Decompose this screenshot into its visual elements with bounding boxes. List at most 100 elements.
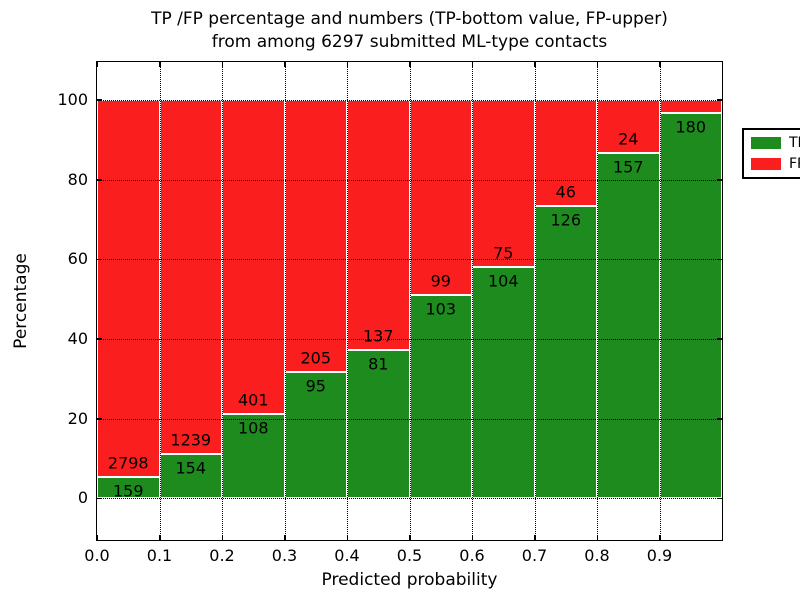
fp-value-label: 99: [430, 271, 451, 291]
x-gridline: [534, 62, 536, 540]
tp-value-label: 103: [425, 299, 457, 319]
y-tick-label: 20: [67, 408, 88, 428]
tp-value-label: 180: [675, 117, 707, 137]
y-tick-right: [717, 418, 722, 420]
tp-bar-segment: [159, 454, 222, 499]
x-tick-label: 0.6: [459, 546, 485, 565]
tp-value-label: 81: [368, 354, 389, 374]
tp-bar-segment: [472, 266, 535, 499]
tp-bar-segment: [409, 295, 472, 499]
tp-bar-segment: [534, 206, 597, 499]
x-tick-bottom: [409, 535, 411, 540]
fp-bar-segment: [284, 99, 347, 373]
y-tick-right: [717, 338, 722, 340]
x-tick-label: 0.8: [584, 546, 610, 565]
y-tick-left: [97, 179, 102, 181]
x-tick-top: [221, 62, 223, 67]
x-tick-label: 0.5: [396, 546, 423, 565]
x-tick-label: 0.0: [84, 546, 110, 565]
tp-swatch-icon: [751, 137, 781, 149]
x-axis-label: Predicted probability: [321, 570, 498, 590]
fp-value-label: 401: [237, 390, 269, 410]
x-tick-label: 0.7: [521, 546, 548, 565]
tp-bar-segment: [284, 372, 347, 499]
y-tick-right: [717, 258, 722, 261]
fp-bar-segment: [159, 99, 222, 455]
y-tick-label: 0: [77, 488, 88, 508]
fp-value-label: 46: [555, 182, 576, 202]
x-tick-label: 0.4: [334, 546, 360, 565]
y-axis-label: Percentage: [11, 253, 31, 349]
y-tick-right: [717, 99, 722, 101]
x-tick-top: [284, 62, 286, 67]
y-tick-label: 40: [67, 328, 88, 348]
fp-value-label: 137: [362, 326, 394, 346]
x-gridline: [659, 62, 661, 540]
x-tick-bottom: [221, 535, 223, 540]
x-tick-bottom: [534, 535, 536, 540]
x-tick-top: [659, 62, 661, 67]
fp-value-label: 1239: [170, 430, 212, 450]
tp-value-label: 157: [612, 157, 644, 177]
y-tick-label: 80: [67, 169, 88, 189]
x-tick-bottom: [346, 535, 348, 540]
fp-bar-segment: [347, 99, 410, 351]
x-tick-label: 0.3: [271, 546, 298, 565]
legend: TP FP: [742, 128, 800, 179]
x-gridline: [222, 62, 223, 540]
y-tick-right: [717, 497, 722, 500]
y-tick-label: 100: [57, 89, 88, 109]
x-gridline: [597, 62, 598, 540]
x-gridline: [347, 62, 348, 540]
y-tick-left: [97, 258, 102, 261]
x-tick-top: [159, 62, 161, 67]
x-tick-top: [96, 62, 98, 67]
legend-item-fp: FP: [751, 156, 800, 172]
x-tick-label: 0.9: [646, 546, 673, 565]
tp-bar-segment: [222, 413, 285, 499]
fp-value-label: 24: [618, 129, 639, 149]
tp-value-label: 126: [550, 210, 582, 230]
x-tick-label: 0.2: [209, 546, 235, 565]
x-tick-bottom: [284, 535, 286, 540]
fp-bar-segment: [222, 99, 285, 414]
y-tick-label: 60: [67, 249, 88, 269]
x-tick-bottom: [596, 535, 598, 540]
x-tick-label: 0.1: [146, 546, 173, 565]
x-tick-bottom: [96, 535, 98, 540]
legend-label: TP: [789, 135, 800, 151]
x-tick-top: [534, 62, 536, 67]
y-tick-left: [97, 338, 102, 340]
fp-bar-segment: [659, 99, 722, 113]
x-tick-bottom: [471, 535, 473, 540]
x-gridline: [159, 62, 161, 540]
fp-swatch-icon: [751, 158, 781, 170]
legend-label: FP: [789, 156, 800, 172]
fp-bar-segment: [409, 99, 472, 296]
y-tick-right: [717, 179, 722, 181]
y-tick-left: [97, 99, 102, 101]
x-tick-bottom: [659, 535, 661, 540]
chart-title-line1: TP /FP percentage and numbers (TP-bottom…: [151, 9, 668, 29]
tp-bar-segment: [597, 152, 660, 499]
plot-area: TP FP 159 2798 154 1239 108 401 95 205 81 137 103 99…: [96, 61, 800, 541]
fp-bar-segment: [472, 99, 535, 267]
tp-value-label: 159: [112, 481, 144, 501]
fp-value-label: 205: [300, 348, 332, 368]
fp-value-label: 2798: [107, 453, 149, 473]
x-gridline: [284, 62, 286, 540]
fp-bar-segment: [97, 99, 160, 477]
x-tick-top: [409, 62, 411, 67]
x-tick-top: [346, 62, 348, 67]
x-tick-top: [596, 62, 598, 67]
x-gridline: [472, 62, 473, 540]
y-tick-left: [97, 418, 102, 420]
chart-title-line2: from among 6297 submitted ML-type contac…: [211, 32, 608, 52]
x-tick-bottom: [159, 535, 161, 540]
tp-value-label: 154: [175, 458, 207, 478]
fp-value-label: 75: [493, 243, 514, 263]
tp-bar-segment: [97, 476, 160, 499]
legend-item-tp: TP: [751, 135, 800, 151]
tp-bar-segment: [659, 112, 722, 499]
